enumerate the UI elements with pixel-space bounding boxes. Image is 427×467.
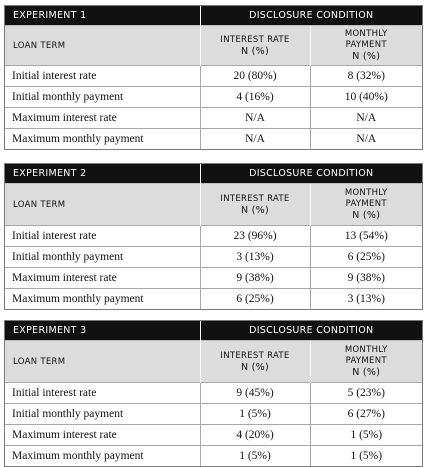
monthly-payment-cell: 6 (25%) <box>309 246 422 268</box>
loan-term-cell: Initial monthly payment <box>5 403 200 425</box>
loan-term-cell: Maximum monthly payment <box>5 445 200 466</box>
interest-rate-cell: 4 (20%) <box>199 424 310 446</box>
interest-rate-header-line1: INTEREST RATE <box>220 350 290 361</box>
interest-rate-cell: 3 (13%) <box>199 246 310 268</box>
monthly-payment-header-line1: MONTHLY <box>344 29 388 39</box>
monthly-payment-header-line1: MONTHLY <box>344 188 388 198</box>
experiment-2-table: EXPERIMENT 2 DISCLOSURE CONDITION LOAN T… <box>4 163 423 310</box>
interest-rate-header: INTEREST RATE N (%) <box>199 340 310 383</box>
monthly-payment-cell: 5 (23%) <box>309 382 422 404</box>
monthly-payment-header-line3: N (%) <box>352 367 381 378</box>
interest-rate-header-line1: INTEREST RATE <box>220 34 290 45</box>
loan-term-cell: Maximum interest rate <box>5 107 200 129</box>
interest-rate-cell: 1 (5%) <box>199 445 310 466</box>
monthly-payment-header: MONTHLY PAYMENT N (%) <box>309 183 422 226</box>
experiment-1-table: EXPERIMENT 1 DISCLOSURE CONDITION LOAN T… <box>4 5 423 150</box>
table-row: Initial monthly payment 4 (16%) 10 (40%) <box>5 86 422 108</box>
condition-header: DISCLOSURE CONDITION <box>199 321 422 341</box>
monthly-payment-header-line3: N (%) <box>352 210 381 221</box>
loan-term-cell: Maximum interest rate <box>5 267 200 289</box>
table-row: Initial monthly payment 3 (13%) 6 (25%) <box>5 246 422 268</box>
loan-term-cell: Initial interest rate <box>5 65 200 87</box>
interest-rate-header-line2: N (%) <box>240 204 270 216</box>
monthly-payment-cell: 10 (40%) <box>309 86 422 108</box>
table-row: Initial monthly payment 1 (5%) 6 (27%) <box>5 403 422 425</box>
interest-rate-cell: 1 (5%) <box>199 403 310 425</box>
interest-rate-header: INTEREST RATE N (%) <box>199 25 310 66</box>
monthly-payment-header-line2: PAYMENT <box>345 356 387 366</box>
monthly-payment-cell: 1 (5%) <box>309 445 422 466</box>
table-row: Maximum monthly payment 6 (25%) 3 (13%) <box>5 288 422 309</box>
interest-rate-cell: N/A <box>199 128 310 149</box>
loan-term-cell: Initial interest rate <box>5 225 200 247</box>
monthly-payment-header: MONTHLY PAYMENT N (%) <box>309 25 422 66</box>
monthly-payment-cell: 1 (5%) <box>309 424 422 446</box>
table-row: Maximum interest rate 9 (38%) 9 (38%) <box>5 267 422 289</box>
table-row: Maximum monthly payment N/A N/A <box>5 128 422 149</box>
monthly-payment-cell: N/A <box>309 128 422 149</box>
loan-term-cell: Maximum monthly payment <box>5 128 200 149</box>
interest-rate-header-line1: INTEREST RATE <box>220 193 290 204</box>
interest-rate-cell: 4 (16%) <box>199 86 310 108</box>
monthly-payment-cell: 3 (13%) <box>309 288 422 309</box>
monthly-payment-cell: N/A <box>309 107 422 129</box>
monthly-payment-header-line2: PAYMENT <box>345 199 387 209</box>
interest-rate-cell: 6 (25%) <box>199 288 310 309</box>
interest-rate-cell: 20 (80%) <box>199 65 310 87</box>
table-row: Maximum interest rate 4 (20%) 1 (5%) <box>5 424 422 446</box>
experiment-title: EXPERIMENT 3 <box>5 321 200 341</box>
interest-rate-cell: 9 (45%) <box>199 382 310 404</box>
experiment-title: EXPERIMENT 2 <box>5 164 200 184</box>
interest-rate-header: INTEREST RATE N (%) <box>199 183 310 226</box>
monthly-payment-cell: 9 (38%) <box>309 267 422 289</box>
loan-term-cell: Initial interest rate <box>5 382 200 404</box>
monthly-payment-header-line1: MONTHLY <box>344 345 388 355</box>
monthly-payment-header-line3: N (%) <box>352 51 381 62</box>
monthly-payment-cell: 13 (54%) <box>309 225 422 247</box>
interest-rate-cell: 9 (38%) <box>199 267 310 289</box>
condition-header: DISCLOSURE CONDITION <box>199 164 422 184</box>
loan-term-header: LOAN TERM <box>5 183 200 226</box>
loan-term-header: LOAN TERM <box>5 340 200 383</box>
experiment-title: EXPERIMENT 1 <box>5 6 200 26</box>
monthly-payment-cell: 6 (27%) <box>309 403 422 425</box>
table-row: Maximum monthly payment 1 (5%) 1 (5%) <box>5 445 422 466</box>
loan-term-cell: Maximum monthly payment <box>5 288 200 309</box>
table-row: Initial interest rate 23 (96%) 13 (54%) <box>5 225 422 247</box>
loan-term-cell: Maximum interest rate <box>5 424 200 446</box>
condition-header: DISCLOSURE CONDITION <box>199 6 422 26</box>
interest-rate-header-line2: N (%) <box>240 361 270 373</box>
monthly-payment-cell: 8 (32%) <box>309 65 422 87</box>
loan-term-header: LOAN TERM <box>5 25 200 66</box>
table-row: Initial interest rate 9 (45%) 5 (23%) <box>5 382 422 404</box>
interest-rate-cell: 23 (96%) <box>199 225 310 247</box>
monthly-payment-header-line2: PAYMENT <box>345 40 387 50</box>
loan-term-cell: Initial monthly payment <box>5 246 200 268</box>
interest-rate-cell: N/A <box>199 107 310 129</box>
loan-term-cell: Initial monthly payment <box>5 86 200 108</box>
interest-rate-header-line2: N (%) <box>240 45 270 57</box>
experiment-3-table: EXPERIMENT 3 DISCLOSURE CONDITION LOAN T… <box>4 320 423 467</box>
table-row: Initial interest rate 20 (80%) 8 (32%) <box>5 65 422 87</box>
monthly-payment-header: MONTHLY PAYMENT N (%) <box>309 340 422 383</box>
table-row: Maximum interest rate N/A N/A <box>5 107 422 129</box>
